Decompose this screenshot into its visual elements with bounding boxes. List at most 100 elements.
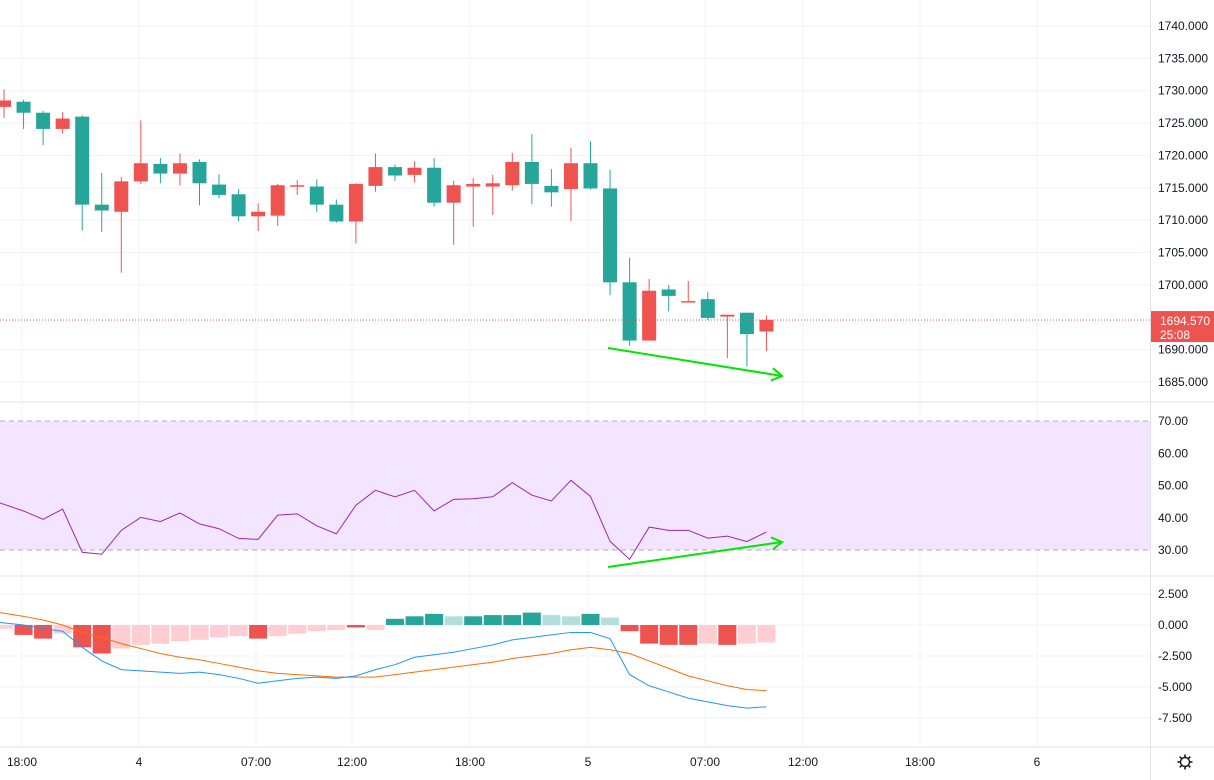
candle-body <box>505 161 520 186</box>
macd-histogram-bar <box>14 625 33 635</box>
candle-body <box>720 314 735 317</box>
price-axis-tick: 1690.000 <box>1158 343 1208 357</box>
time-axis-tick: 6 <box>1034 755 1041 769</box>
macd-histogram-bar <box>542 615 561 625</box>
macd-histogram-bar <box>737 625 756 644</box>
macd-histogram-bar <box>229 625 248 637</box>
candle-body <box>133 163 148 182</box>
last-price-badge: 1694.570 25:08 <box>1151 311 1214 343</box>
candle-body <box>251 211 266 217</box>
price-axis-tick: 1705.000 <box>1158 246 1208 260</box>
candle-body <box>603 188 618 283</box>
rsi-axis-tick: 70.00 <box>1158 414 1188 428</box>
macd-histogram-bar <box>386 618 404 625</box>
last-price-badge-bg <box>1151 311 1214 343</box>
candle-body <box>36 112 51 129</box>
candle-body <box>583 163 598 189</box>
candle-body <box>446 185 461 203</box>
candle-body <box>172 163 187 174</box>
macd-histogram-bar <box>131 625 150 645</box>
candle-body <box>348 183 363 222</box>
time-axis-tick: 07:00 <box>241 755 271 769</box>
price-axis-tick: 1720.000 <box>1158 148 1208 162</box>
macd-histogram-bar <box>581 613 600 625</box>
candle-body <box>231 194 246 217</box>
macd-histogram-bar <box>718 625 737 645</box>
macd-axis-tick: 2.500 <box>1158 587 1188 601</box>
price-divergence-arrow-line <box>607 347 783 377</box>
time-axis-tick: 5 <box>585 755 592 769</box>
candle-body <box>466 183 481 187</box>
price-axis-tick: 1715.000 <box>1158 181 1208 195</box>
price-axis-tick: 1735.000 <box>1158 51 1208 65</box>
macd-histogram-bar <box>503 615 522 625</box>
macd-histogram-bar <box>757 625 776 643</box>
gear-icon[interactable] <box>1179 756 1191 768</box>
macd-histogram-bar <box>405 616 424 625</box>
macd-histogram-bar <box>620 625 639 632</box>
settings-button[interactable] <box>1177 754 1193 770</box>
candle-body <box>524 161 539 184</box>
macd-histogram-bar <box>249 625 268 639</box>
candle-body <box>192 161 207 184</box>
macd-histogram-bar <box>151 625 170 644</box>
macd-histogram-bar <box>698 625 717 644</box>
rsi-axis-tick: 40.00 <box>1158 511 1188 525</box>
price-panel[interactable] <box>0 89 1150 382</box>
candle-body <box>427 167 442 203</box>
candle-body <box>700 299 715 318</box>
candle-body <box>661 289 676 296</box>
macd-histogram-bar <box>679 625 698 645</box>
gear-tooth <box>1179 764 1183 768</box>
price-axis-tick: 1725.000 <box>1158 116 1208 130</box>
candle-body <box>114 181 129 212</box>
macd-histogram-bar <box>34 625 53 639</box>
candle-body <box>622 282 637 341</box>
rsi-panel[interactable] <box>0 420 1150 568</box>
time-axis-tick: 4 <box>136 755 143 769</box>
price-axis-tick: 1685.000 <box>1158 375 1208 389</box>
macd-histogram-bar <box>640 625 659 644</box>
macd-histogram-bar <box>170 625 189 642</box>
candle-body <box>290 185 305 187</box>
candle-body <box>0 100 11 107</box>
candle-body <box>94 204 109 211</box>
macd-histogram-bar <box>53 625 72 634</box>
macd-histogram-bar <box>366 625 385 630</box>
candle-body <box>563 163 578 190</box>
rsi-axis-tick: 60.00 <box>1158 446 1188 460</box>
candle-body <box>55 118 70 129</box>
grid-lines <box>0 0 1150 746</box>
candle-body <box>270 185 285 216</box>
macd-axis-tick: -5.000 <box>1158 680 1192 694</box>
gear-tooth <box>1187 764 1191 768</box>
macd-axis-tick: 0.000 <box>1158 618 1188 632</box>
candle-body <box>642 290 657 341</box>
candle-body <box>681 301 696 303</box>
macd-histogram-bar <box>0 625 13 629</box>
macd-histogram-bar <box>601 617 620 625</box>
candle-body <box>16 101 31 113</box>
price-axis-tick: 1700.000 <box>1158 278 1208 292</box>
price-divergence-arrow-head <box>770 367 784 382</box>
macd-histogram-bar <box>327 625 346 630</box>
macd-histogram-bar <box>73 625 92 648</box>
time-axis-tick: 18:00 <box>905 755 935 769</box>
candle-body <box>759 319 774 332</box>
gear-tooth <box>1179 756 1183 760</box>
macd-histogram-bar <box>190 625 209 640</box>
candle-body <box>329 204 344 222</box>
time-axis-tick: 12:00 <box>337 755 367 769</box>
rsi-axis-tick: 50.00 <box>1158 479 1188 493</box>
candle-body <box>309 186 324 205</box>
rsi-line <box>0 479 767 561</box>
macd-histogram-bar <box>522 612 541 625</box>
candle-body <box>739 312 754 335</box>
macd-panel[interactable] <box>0 612 776 709</box>
macd-histogram-bar <box>425 613 444 625</box>
candle-body <box>153 163 168 174</box>
last-price-label: 1694.570 <box>1160 314 1210 328</box>
macd-axis-tick: -2.500 <box>1158 649 1192 663</box>
